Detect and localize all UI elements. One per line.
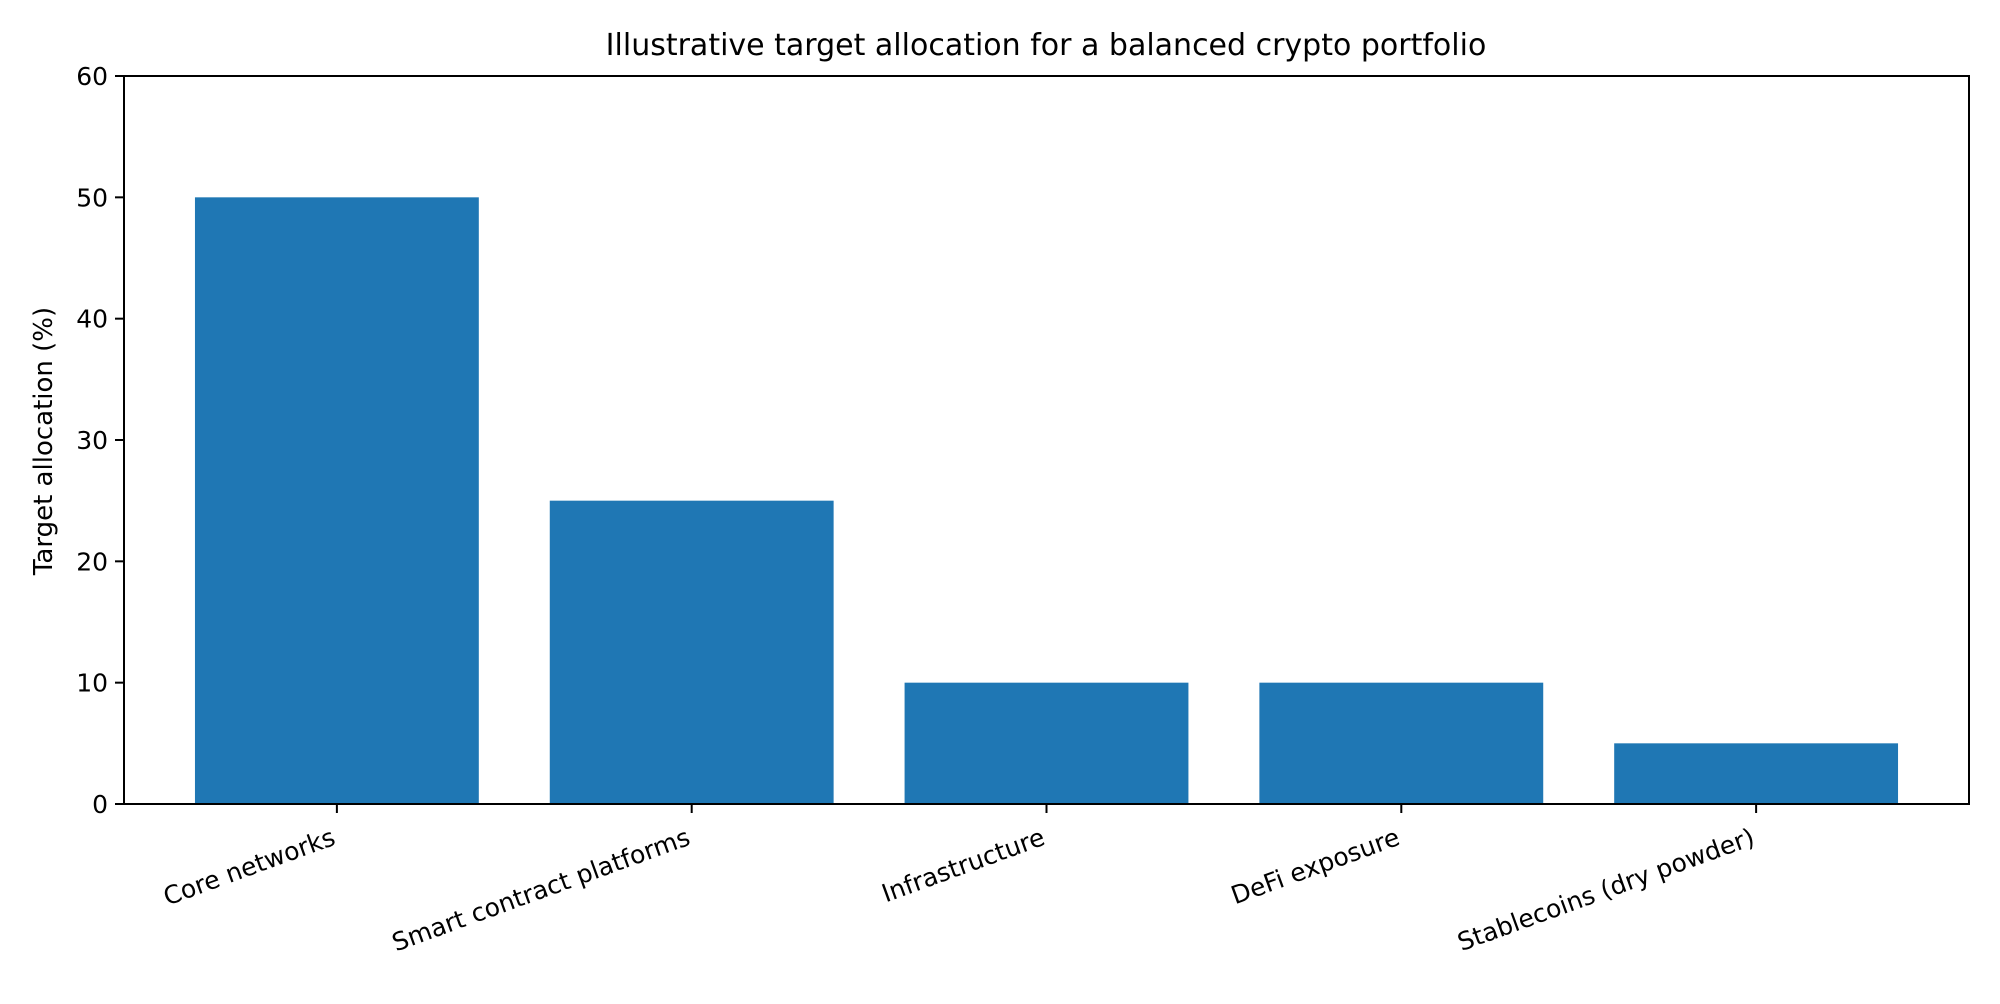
bar	[904, 682, 1189, 804]
y-tick-label: 30	[76, 426, 108, 455]
x-tick-label: Core networks	[160, 822, 339, 911]
y-tick-label: 40	[76, 305, 108, 334]
y-tick-label: 0	[92, 790, 108, 819]
x-tick-label: DeFi exposure	[1227, 822, 1403, 910]
y-tick-label: 60	[76, 62, 108, 91]
y-tick-label: 50	[76, 183, 108, 212]
x-axis-ticks: Core networks Smart contract platforms Inf…	[160, 804, 1759, 957]
bar	[1614, 743, 1899, 804]
plot-frame	[123, 75, 1970, 805]
bar	[549, 500, 834, 804]
bar	[194, 197, 479, 804]
x-tick-label: Infrastructure	[878, 822, 1049, 908]
bar	[1259, 682, 1544, 804]
x-tick-label: Stablecoins (dry powder)	[1454, 822, 1759, 956]
bars-layer	[194, 197, 1899, 804]
chart-title: Illustrative target allocation for a bal…	[606, 28, 1487, 63]
y-tick-label: 20	[76, 547, 108, 576]
y-axis-ticks: 0 10 20 30 40 50 60	[76, 62, 124, 819]
y-axis-label: Target allocation (%)	[29, 307, 59, 576]
y-tick-label: 10	[76, 669, 108, 698]
x-tick-label: Smart contract platforms	[388, 822, 694, 957]
